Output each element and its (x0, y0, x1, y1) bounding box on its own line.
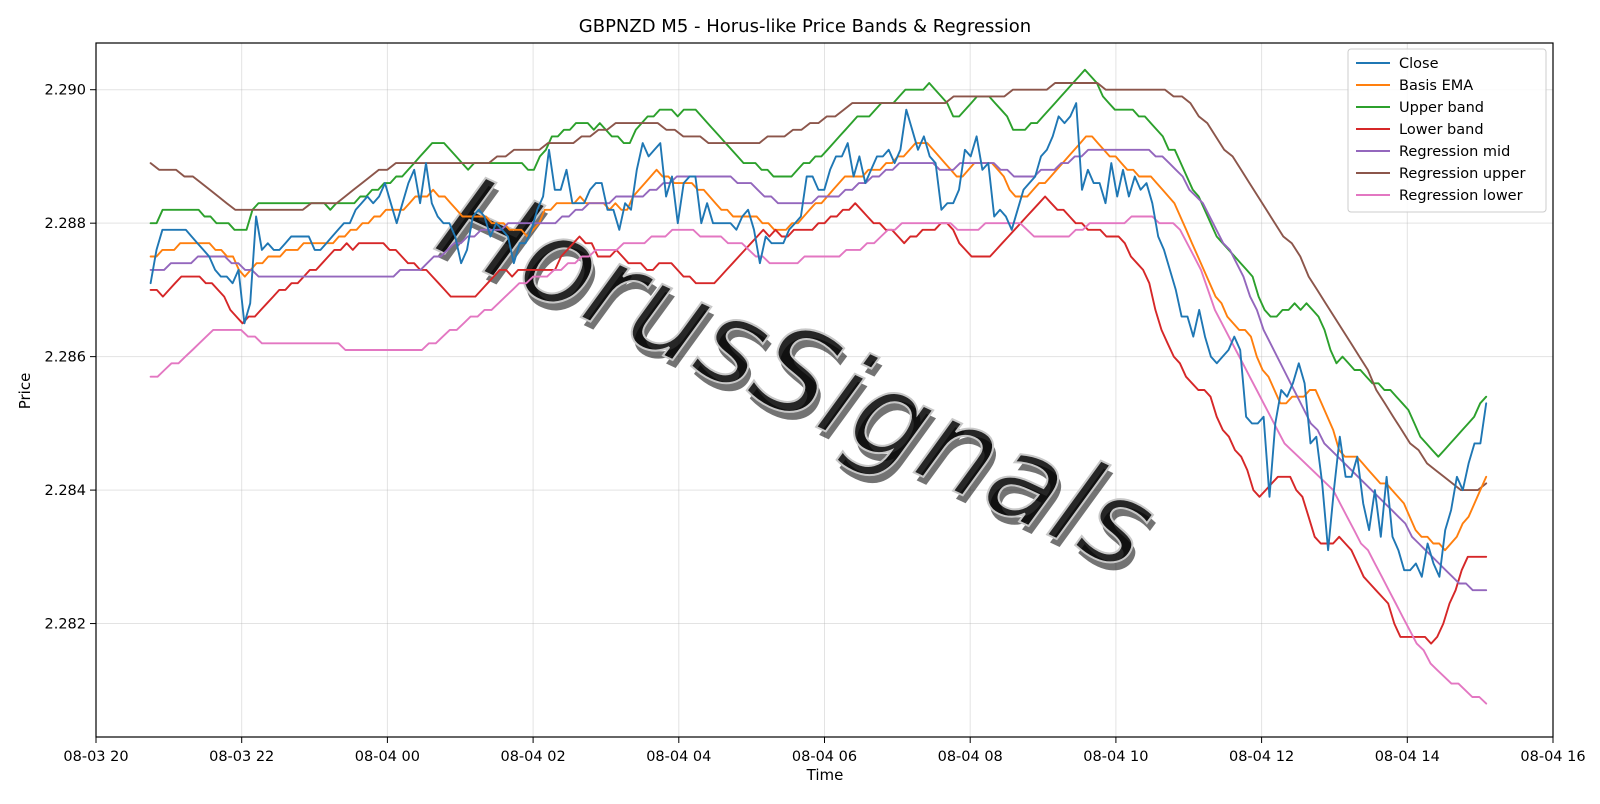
x-axis-label: Time (806, 766, 844, 784)
y-tick-label: 2.284 (44, 483, 86, 499)
x-tick-label: 08-03 22 (209, 749, 274, 765)
y-tick-label: 2.290 (44, 83, 86, 99)
series-lines (149, 68, 1488, 705)
x-tick-label: 08-04 10 (1083, 749, 1148, 765)
legend-label: Lower band (1399, 122, 1484, 138)
legend-label: Upper band (1399, 100, 1484, 116)
legend-label: Regression upper (1399, 166, 1525, 182)
y-axis-ticks: 2.282 2.284 2.286 2.288 2.290 (44, 83, 96, 633)
y-tick-label: 2.288 (44, 216, 86, 232)
legend-label: Close (1399, 56, 1439, 72)
x-tick-label: 08-04 06 (792, 749, 857, 765)
y-tick-label: 2.286 (44, 350, 86, 366)
x-tick-label: 08-04 02 (500, 749, 565, 765)
series-line-regression-mid (149, 148, 1488, 592)
legend-box (1347, 48, 1547, 213)
y-tick-label: 2.282 (44, 617, 86, 633)
x-tick-label: 08-04 12 (1229, 749, 1294, 765)
legend-label: Regression mid (1399, 144, 1510, 160)
x-tick-label: 08-04 00 (355, 749, 420, 765)
series-line-close (149, 102, 1488, 578)
series-line-regression-upper (149, 82, 1488, 492)
y-axis-label: Price (16, 373, 34, 410)
x-tick-label: 08-04 16 (1520, 749, 1585, 765)
x-tick-label: 08-03 20 (63, 749, 128, 765)
x-tick-label: 08-04 08 (938, 749, 1003, 765)
legend-label: Regression lower (1399, 188, 1523, 204)
chart-title: GBPNZD M5 - Horus-like Price Bands & Reg… (579, 16, 1031, 37)
series-line-lower-band (149, 195, 1488, 645)
x-tick-label: 08-04 04 (646, 749, 711, 765)
x-tick-label: 08-04 14 (1375, 749, 1440, 765)
series-line-basis-ema (149, 135, 1488, 552)
x-axis-ticks: 08-03 20 08-03 22 08-04 00 08-04 02 08-04 04… (63, 737, 1586, 765)
series-line-regression-lower (149, 215, 1488, 705)
legend: Close Basis EMA Upper band Lower band Regres… (1347, 48, 1547, 213)
legend-label: Basis EMA (1399, 78, 1473, 94)
series-line-upper-band (149, 68, 1488, 458)
